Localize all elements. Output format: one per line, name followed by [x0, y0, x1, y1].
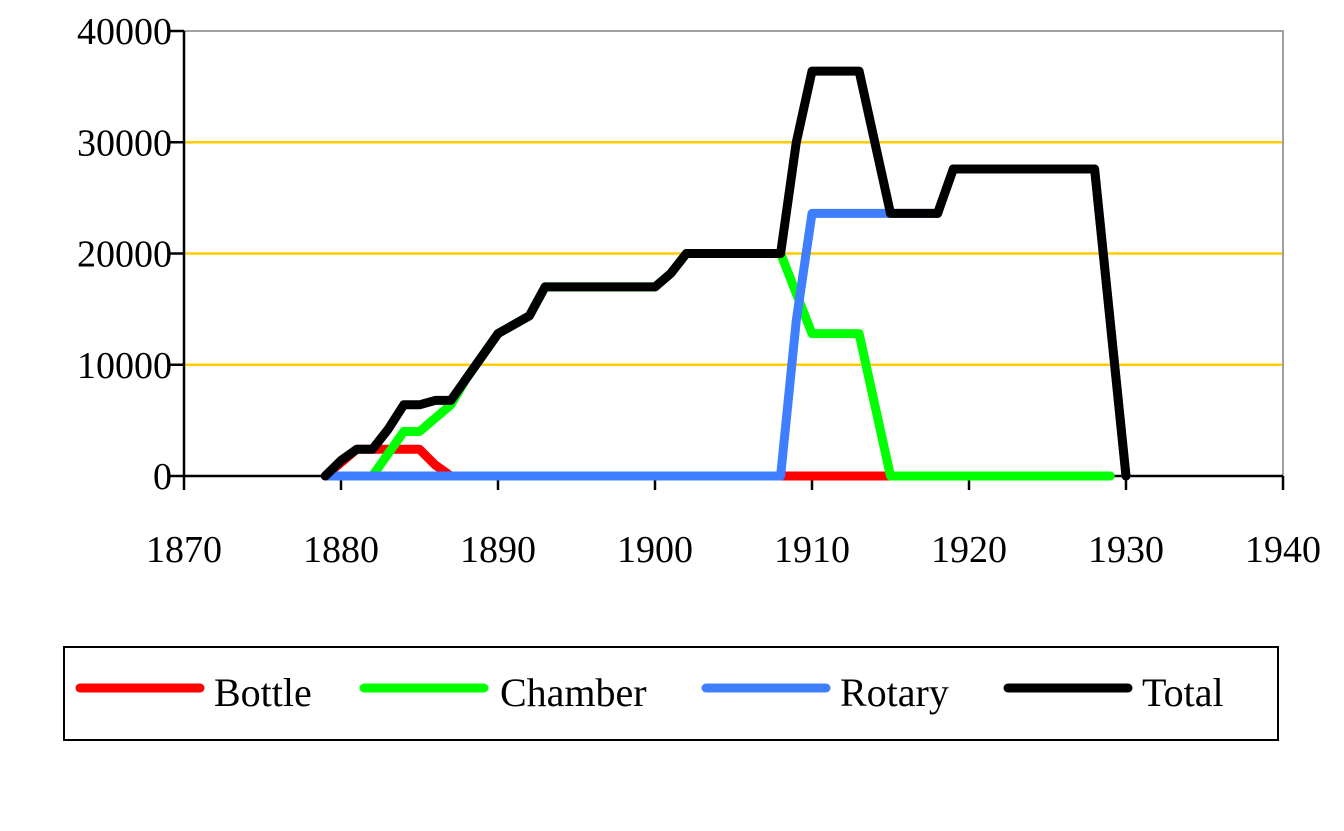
legend-label-chamber: Chamber — [500, 670, 647, 715]
series-lines — [320, 66, 1131, 481]
y-tick-label-10000: 10000 — [77, 345, 172, 387]
legend-label-total: Total — [1142, 670, 1224, 715]
x-tick-label-1920: 1920 — [931, 529, 1007, 571]
y-tick-label-40000: 40000 — [77, 11, 172, 53]
x-tick-label-1900: 1900 — [617, 529, 693, 571]
x-tick-label-1890: 1890 — [460, 529, 536, 571]
y-axis-tick-labels: 0 10000 20000 30000 40000 — [77, 11, 172, 498]
y-tick-label-30000: 30000 — [77, 122, 172, 164]
x-tick-label-1940: 1940 — [1245, 529, 1321, 571]
x-tick-label-1870: 1870 — [146, 529, 222, 571]
legend: Bottle Chamber Rotary Total — [63, 646, 1279, 741]
y-tick-label-0: 0 — [153, 456, 172, 498]
y-tick-label-20000: 20000 — [77, 234, 172, 276]
x-axis-tick-labels: 1870 1880 1890 1900 1910 1920 1930 1940 — [146, 529, 1321, 571]
legend-label-rotary: Rotary — [840, 670, 949, 715]
legend-box — [63, 646, 1279, 741]
series-line-rotary — [320, 164, 1131, 481]
x-tick-label-1910: 1910 — [774, 529, 850, 571]
x-tick-label-1930: 1930 — [1088, 529, 1164, 571]
series-line-total — [320, 66, 1131, 481]
x-tick-label-1880: 1880 — [303, 529, 379, 571]
legend-label-bottle: Bottle — [214, 670, 312, 715]
